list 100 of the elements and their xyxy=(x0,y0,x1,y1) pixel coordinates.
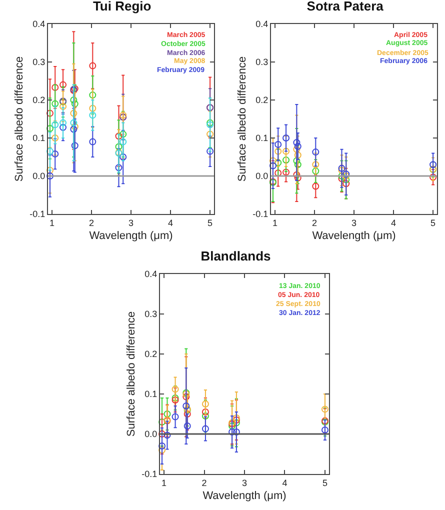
y-tick-label: 0.4 xyxy=(256,19,268,30)
point xyxy=(184,410,191,418)
point xyxy=(430,161,437,168)
point xyxy=(312,161,320,168)
y-tick-label: 0.4 xyxy=(32,19,46,30)
point xyxy=(115,164,122,172)
point xyxy=(274,159,282,166)
point xyxy=(321,426,328,434)
point xyxy=(70,96,78,104)
point xyxy=(120,130,127,138)
point xyxy=(182,402,190,410)
x-axis-title: Wavelength (μm) xyxy=(202,490,286,502)
point xyxy=(158,442,166,450)
x-tick-label: 3 xyxy=(128,218,134,228)
point xyxy=(52,100,59,108)
point xyxy=(164,432,171,439)
point xyxy=(232,419,240,426)
point xyxy=(182,393,190,400)
chart-title: Tui Regio xyxy=(92,0,152,14)
x-tick-label: 3 xyxy=(242,478,248,488)
point xyxy=(46,125,54,132)
point xyxy=(46,166,54,174)
point xyxy=(184,422,191,430)
point xyxy=(294,174,302,182)
point xyxy=(89,92,96,99)
point xyxy=(52,84,59,91)
point xyxy=(70,119,78,126)
chart-title: Blandlands xyxy=(200,248,271,264)
y-tick-label: 0.3 xyxy=(256,57,268,68)
y-tick-label: 0.0 xyxy=(144,429,158,440)
point xyxy=(282,148,290,155)
point xyxy=(46,110,54,117)
x-tick-label: 1 xyxy=(162,478,167,488)
point xyxy=(274,140,282,148)
point xyxy=(60,102,67,110)
y-tick-label: 0.2 xyxy=(256,95,268,106)
point xyxy=(115,143,122,150)
y-tick-label: -0.1 xyxy=(252,209,268,220)
point xyxy=(342,176,350,184)
x-tick-label: 5 xyxy=(430,218,436,228)
point xyxy=(71,100,78,108)
point xyxy=(120,138,127,146)
point xyxy=(269,157,276,164)
point xyxy=(293,171,300,178)
y-tick-label: 0.1 xyxy=(256,133,268,144)
x-tick-label: 4 xyxy=(391,218,396,228)
point xyxy=(89,104,96,112)
point xyxy=(202,425,209,432)
point xyxy=(71,142,78,150)
x-tick-label: 3 xyxy=(351,218,357,228)
point xyxy=(293,139,300,146)
point xyxy=(158,418,166,426)
x-tick-label: 4 xyxy=(168,218,174,228)
y-tick-label: -0.1 xyxy=(30,209,46,220)
point xyxy=(158,446,166,454)
x-tick-label: 2 xyxy=(312,218,317,228)
point xyxy=(52,134,59,142)
point xyxy=(430,174,437,181)
y-tick-label: 0.4 xyxy=(144,269,158,280)
y-tick-label: 0.1 xyxy=(32,133,46,144)
y-tick-label: 0.1 xyxy=(144,389,158,400)
point xyxy=(206,130,214,138)
point xyxy=(71,123,78,130)
point xyxy=(342,180,350,188)
y-axis-title: Surface albedo difference xyxy=(125,311,138,437)
point xyxy=(158,430,166,438)
point xyxy=(52,150,59,158)
point xyxy=(312,148,320,156)
point xyxy=(294,152,302,159)
x-axis-title: Wavelength (μm) xyxy=(312,230,396,242)
point xyxy=(89,62,96,70)
x-tick-label: 2 xyxy=(88,218,94,228)
x-axis-title: Wavelength (μm) xyxy=(89,230,173,242)
y-tick-label: 0.0 xyxy=(32,171,46,182)
point xyxy=(206,148,214,155)
point xyxy=(202,408,209,416)
point xyxy=(293,146,300,153)
point xyxy=(269,162,276,170)
point xyxy=(60,81,67,88)
point xyxy=(338,175,346,182)
point xyxy=(202,400,209,408)
point xyxy=(282,168,290,176)
point xyxy=(274,169,282,176)
y-axis-title: Surface albedo difference xyxy=(236,56,248,182)
x-tick-label: 1 xyxy=(49,218,54,228)
point xyxy=(60,124,67,131)
point xyxy=(293,157,300,164)
point xyxy=(338,172,346,180)
point xyxy=(115,132,122,140)
chart-title: Sotra Patera xyxy=(306,0,384,14)
point xyxy=(46,148,54,155)
y-tick-label: 0.3 xyxy=(32,57,46,68)
point xyxy=(294,161,302,168)
point xyxy=(172,413,179,420)
y-tick-label: 0.2 xyxy=(144,349,158,360)
point xyxy=(294,142,302,150)
y-tick-label: 0.0 xyxy=(256,171,268,182)
point xyxy=(46,172,54,180)
point xyxy=(274,148,282,155)
point xyxy=(89,112,96,119)
